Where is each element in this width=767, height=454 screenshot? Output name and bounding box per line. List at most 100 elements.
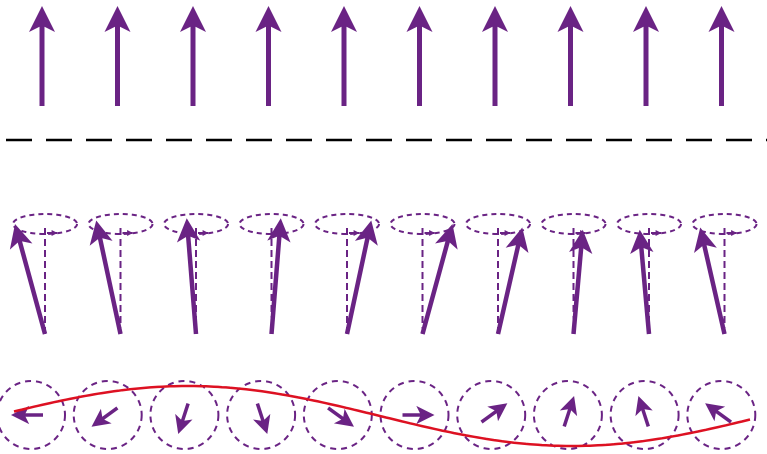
phase-arrow-icon: [226, 380, 297, 450]
arrow-shaft: [571, 243, 584, 335]
precession-cone-icon: [314, 213, 380, 335]
spin-arrow-icon: [420, 224, 458, 335]
arrow-shaft: [344, 233, 371, 335]
spin-arrow-icon: [633, 6, 659, 106]
spin-arrow-icon: [175, 403, 193, 435]
arrow-shaft: [640, 405, 650, 427]
arrow-head: [569, 229, 593, 255]
spin-arrow-icon: [327, 406, 354, 427]
arrow-shaft: [179, 403, 190, 425]
arrow-shaft: [327, 406, 347, 422]
arrow-shaft: [16, 236, 48, 335]
spin-arrow-icon: [495, 227, 529, 335]
precessing-spins-row: [9, 213, 758, 335]
spin-arrow-icon: [705, 403, 733, 424]
precession-cone-icon: [540, 213, 607, 335]
spin-arrow-icon: [9, 224, 48, 335]
spin-arrow-icon: [253, 403, 271, 435]
arrow-head: [91, 408, 112, 427]
arrow-head: [482, 6, 508, 32]
phase-arrow-icon: [379, 380, 450, 450]
spin-arrow-icon: [344, 220, 378, 335]
phase-arrow-icon: [72, 380, 143, 450]
spin-arrow-icon: [11, 405, 43, 425]
spin-arrow-icon: [406, 6, 433, 106]
arrow-head: [175, 413, 193, 435]
arrow-head: [708, 6, 735, 32]
phase-circle: [149, 380, 220, 450]
arrow-head: [487, 403, 508, 422]
arrow-head: [104, 6, 131, 32]
arrow-shaft: [255, 403, 266, 425]
arrow-head: [559, 395, 578, 417]
spin-arrow-icon: [29, 6, 55, 106]
spin-arrow-icon: [569, 229, 593, 335]
precession-cone-icon: [389, 213, 458, 335]
arrow-shaft: [96, 233, 123, 335]
spin-arrow-icon: [176, 218, 201, 335]
arrow-head: [176, 218, 201, 243]
arrow-head: [630, 229, 654, 255]
arrow-head: [11, 405, 30, 425]
arrow-shaft: [420, 236, 451, 335]
arrow-shaft: [185, 232, 199, 335]
spin-arrow-icon: [559, 395, 578, 427]
phase-arrow-icon: [532, 380, 603, 450]
spin-arrow-icon: [630, 229, 654, 335]
precession-ellipse: [12, 213, 78, 235]
arrow-head: [557, 6, 584, 32]
arrow-head: [267, 218, 291, 243]
phase-arrow-icon: [609, 380, 680, 450]
phase-arrow-icon: [149, 380, 220, 450]
spin-arrow-icon: [402, 405, 435, 425]
arrow-head: [416, 405, 435, 425]
spin-arrow-icon: [331, 6, 357, 106]
spin-arrow-icon: [480, 403, 508, 424]
arrow-head: [354, 220, 378, 246]
arrow-shaft: [99, 406, 119, 422]
spin-arrow-icon: [89, 220, 123, 335]
precession-ellipse: [238, 213, 305, 235]
spin-arrow-icon: [708, 6, 735, 106]
precession-cone-icon: [616, 213, 682, 335]
arrow-head: [435, 224, 458, 250]
phase-circle: [686, 380, 757, 450]
precession-ellipse: [314, 213, 380, 235]
precession-ellipse: [389, 213, 456, 235]
spin-arrow-icon: [104, 6, 131, 106]
arrow-head: [633, 6, 659, 32]
phase-circle: [0, 380, 66, 450]
phase-circle: [72, 380, 143, 450]
arrow-shaft: [638, 243, 652, 335]
phase-circle: [379, 380, 450, 450]
aligned-spins-row: [29, 6, 735, 106]
arrow-shaft: [269, 232, 282, 335]
arrow-head: [694, 227, 717, 253]
phase-circle: [226, 380, 297, 450]
arrow-head: [180, 6, 206, 32]
spin-arrow-icon: [91, 406, 119, 427]
precession-ellipse: [465, 213, 531, 235]
precession-ellipse: [540, 213, 607, 235]
arrow-head: [705, 403, 726, 422]
phase-arrow-icon: [456, 380, 527, 450]
precession-cone-icon: [465, 213, 531, 335]
spin-arrow-icon: [180, 6, 206, 106]
spin-arrow-icon: [557, 6, 584, 106]
arrow-head: [505, 227, 529, 253]
arrow-shaft: [495, 240, 522, 335]
precession-ellipse: [616, 213, 682, 235]
precession-ellipse: [87, 213, 154, 235]
precession-cone-icon: [163, 213, 229, 335]
arrow-head: [331, 6, 357, 32]
spin-arrow-icon: [482, 6, 508, 106]
arrow-shaft: [712, 408, 733, 424]
phase-arrow-icon: [302, 380, 373, 450]
precession-cone-icon: [9, 213, 78, 335]
arrow-shaft: [562, 405, 573, 427]
precession-cone-icon: [691, 213, 758, 335]
arrow-head: [635, 395, 653, 417]
phase-circle: [609, 380, 680, 450]
